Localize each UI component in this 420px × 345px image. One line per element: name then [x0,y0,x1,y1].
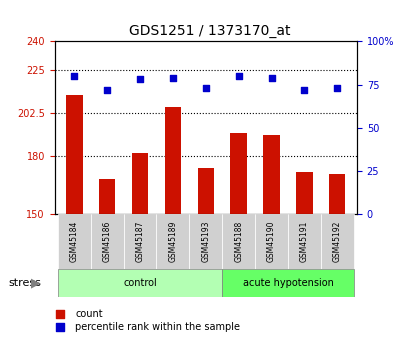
FancyBboxPatch shape [255,214,288,269]
Bar [99,179,116,214]
FancyBboxPatch shape [222,214,255,269]
Text: acute hypotension: acute hypotension [242,278,333,288]
Point [71,73,78,79]
FancyBboxPatch shape [58,214,91,269]
Point [235,73,242,79]
Point [104,87,110,92]
FancyBboxPatch shape [58,269,222,297]
Text: GSM45189: GSM45189 [168,221,177,262]
Point [170,75,176,80]
Text: GSM45190: GSM45190 [267,221,276,262]
FancyBboxPatch shape [123,214,157,269]
Bar [263,135,280,214]
Text: GSM45193: GSM45193 [201,221,210,262]
Text: GSM45187: GSM45187 [136,221,144,262]
Bar [165,107,181,214]
Point [334,85,341,91]
Text: GDS1251 / 1373170_at: GDS1251 / 1373170_at [129,24,291,38]
FancyBboxPatch shape [189,214,222,269]
Text: GSM45191: GSM45191 [300,221,309,262]
FancyBboxPatch shape [288,214,321,269]
Bar [197,168,214,214]
Bar [296,172,312,214]
FancyBboxPatch shape [321,214,354,269]
Bar [329,174,346,214]
Bar [132,152,148,214]
Text: control: control [123,278,157,288]
Text: GSM45188: GSM45188 [234,221,243,262]
Text: GSM45192: GSM45192 [333,221,342,262]
Legend: count, percentile rank within the sample: count, percentile rank within the sample [47,305,244,336]
Point [202,85,209,91]
Point [136,77,143,82]
Text: stress: stress [8,278,41,288]
FancyBboxPatch shape [91,214,123,269]
Point [268,75,275,80]
Bar [66,95,83,214]
Point [301,87,308,92]
Text: GSM45184: GSM45184 [70,221,79,262]
Bar [231,134,247,214]
FancyBboxPatch shape [222,269,354,297]
Text: GSM45186: GSM45186 [103,221,112,262]
Text: ▶: ▶ [31,276,40,289]
FancyBboxPatch shape [157,214,189,269]
